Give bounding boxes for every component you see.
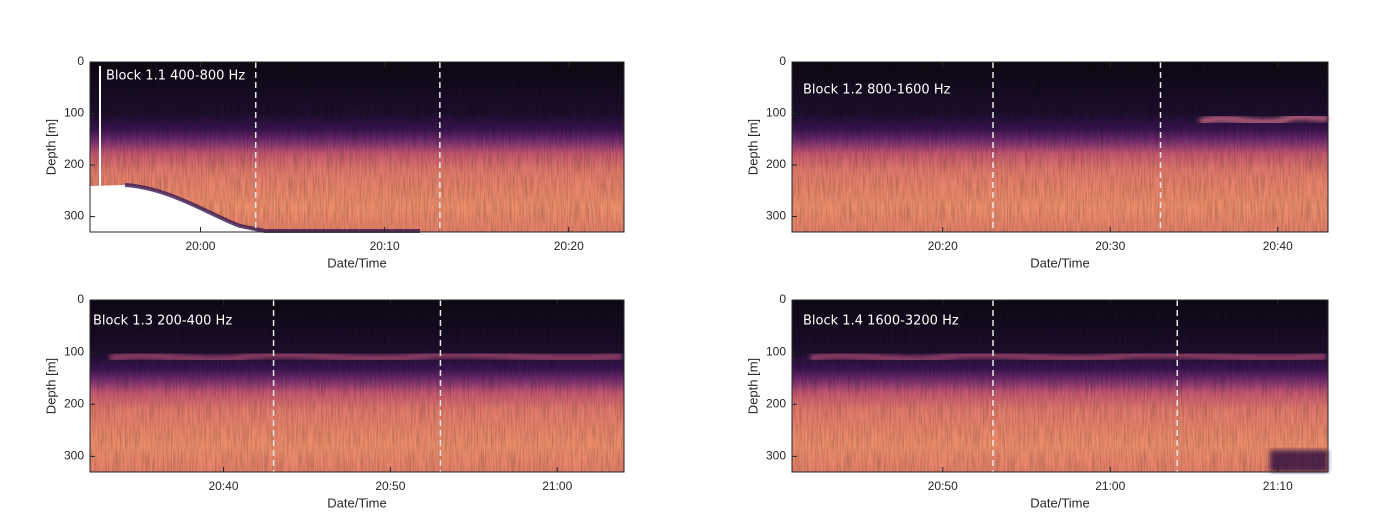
- x-axis-label: Date/Time: [327, 255, 386, 270]
- x-tick-label: 21:00: [542, 479, 572, 493]
- y-tick-label: 300: [766, 209, 786, 223]
- panel-annotation: Block 1.3 200-400 Hz: [93, 314, 232, 329]
- axes-overlay: 0 100 200 300 20:50 21:00 21:10 Date/Time Depth …: [745, 292, 1329, 510]
- axes-overlay: 0 100 200 300 20:20 20:30 20:40 Date/Time Depth …: [745, 54, 1329, 270]
- y-tick-label: 0: [77, 292, 84, 306]
- dark-patch: [1270, 450, 1328, 472]
- scatter-layer: [1198, 113, 1329, 126]
- y-tick-label: 200: [766, 396, 786, 410]
- echogram-texture: [90, 300, 624, 472]
- y-tick-label: 300: [64, 209, 84, 223]
- x-axis-label: Date/Time: [1030, 495, 1089, 510]
- scatter-layer: [109, 350, 623, 364]
- echogram-features: [90, 66, 1329, 472]
- x-tick-label: 20:20: [928, 239, 958, 253]
- panel-annotation: Block 1.4 1600-3200 Hz: [803, 314, 959, 329]
- seafloor: [90, 185, 265, 232]
- seafloor-edge: [124, 183, 420, 233]
- x-tick-label: 20:40: [1263, 239, 1293, 253]
- y-tick-label: 100: [64, 106, 84, 120]
- axes-overlay: 0 100 200 300 20:00 20:10 20:20 Date/Time Depth …: [43, 54, 625, 270]
- y-axis-label: Depth [m]: [43, 119, 58, 175]
- y-tick-label: 300: [64, 449, 84, 463]
- y-tick-label: 0: [779, 54, 786, 68]
- axes-frame: [89, 61, 625, 233]
- y-axis-label: Depth [m]: [745, 119, 760, 175]
- x-axis-label: Date/Time: [1030, 255, 1089, 270]
- x-tick-label: 20:10: [370, 239, 400, 253]
- axes-frame: [791, 61, 1329, 233]
- y-tick-label: 200: [64, 396, 84, 410]
- y-axis-label: Depth [m]: [745, 358, 760, 414]
- panel-annotation: Block 1.1 400-800 Hz: [106, 69, 245, 84]
- scatter-layer: [809, 350, 1327, 364]
- x-tick-label: 20:50: [928, 479, 958, 493]
- y-tick-label: 100: [766, 106, 786, 120]
- x-tick-label: 20:20: [554, 239, 584, 253]
- y-tick-label: 100: [64, 344, 84, 358]
- x-tick-label: 21:10: [1263, 479, 1293, 493]
- y-tick-label: 300: [766, 449, 786, 463]
- axes-frame: [89, 299, 625, 473]
- echogram-texture: [792, 62, 1328, 232]
- y-axis-label: Depth [m]: [43, 358, 58, 414]
- y-tick-label: 0: [779, 292, 786, 306]
- panel-annotation: Block 1.2 800-1600 Hz: [803, 83, 951, 98]
- y-tick-label: 200: [766, 157, 786, 171]
- y-tick-label: 100: [766, 344, 786, 358]
- y-tick-label: 200: [64, 157, 84, 171]
- x-tick-label: 20:50: [375, 479, 405, 493]
- y-tick-label: 0: [77, 54, 84, 68]
- echogram-texture: [792, 300, 1328, 472]
- x-tick-label: 20:00: [185, 239, 215, 253]
- x-tick-label: 20:30: [1095, 239, 1125, 253]
- x-tick-label: 21:00: [1095, 479, 1125, 493]
- x-axis-label: Date/Time: [327, 495, 386, 510]
- axes-overlay: 0 100 200 300 20:40 20:50 21:00 Date/Time Depth …: [43, 292, 625, 510]
- axes-frame: [791, 299, 1329, 473]
- x-tick-label: 20:40: [208, 479, 238, 493]
